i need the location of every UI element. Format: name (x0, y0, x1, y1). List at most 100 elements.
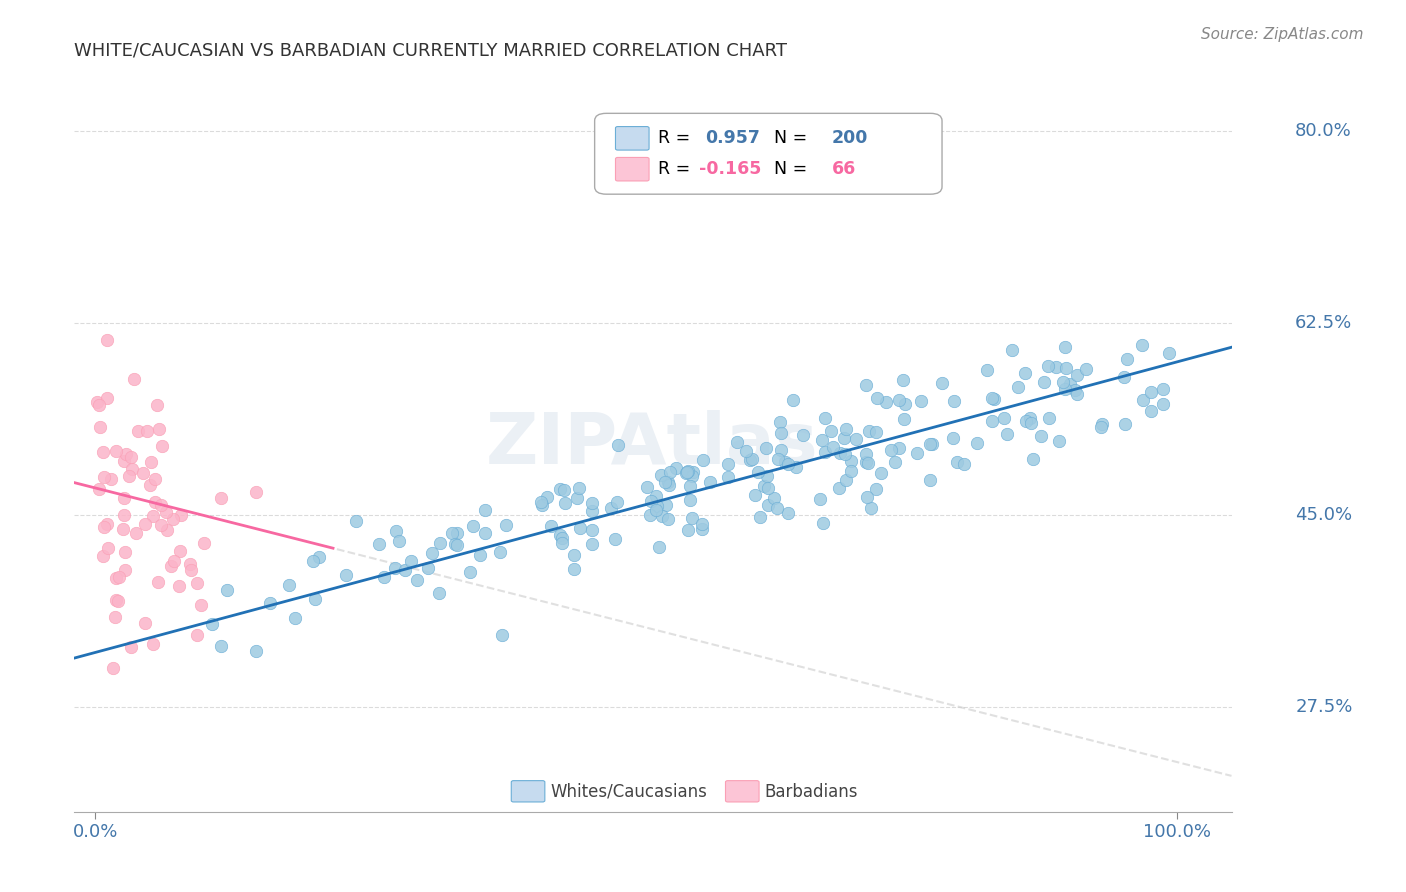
Point (1059, 376, 1081, 391)
Point (1031, 429, 1053, 443)
Point (1045, 359, 1067, 374)
Point (458, 565, 481, 579)
Point (1116, 351, 1139, 366)
Point (1091, 417, 1114, 432)
Point (97, 541, 120, 555)
Point (995, 427, 1018, 442)
Point (1114, 417, 1136, 431)
Point (883, 455, 905, 469)
Point (811, 516, 834, 531)
Point (1047, 434, 1070, 449)
Point (1022, 452, 1045, 467)
Point (657, 475, 679, 489)
Point (1000, 343, 1022, 358)
Point (855, 490, 877, 504)
Point (179, 558, 201, 572)
Point (488, 545, 510, 559)
Point (540, 518, 562, 533)
Point (681, 511, 703, 525)
Point (163, 554, 186, 568)
Point (344, 514, 367, 528)
Point (678, 493, 700, 508)
Point (1038, 410, 1060, 425)
Point (747, 465, 769, 479)
Point (441, 526, 464, 541)
Point (470, 548, 492, 562)
Point (650, 468, 672, 483)
Point (551, 531, 574, 545)
Point (865, 483, 887, 497)
Point (952, 458, 974, 472)
Point (887, 392, 910, 407)
Point (418, 561, 440, 575)
Point (148, 422, 170, 436)
Text: 66: 66 (832, 161, 856, 178)
Point (406, 574, 429, 588)
Point (910, 393, 932, 408)
Point (980, 391, 1002, 405)
Point (976, 363, 998, 377)
Point (920, 473, 942, 487)
Point (551, 535, 574, 549)
Point (682, 466, 704, 480)
Point (1019, 417, 1042, 431)
Point (373, 569, 395, 583)
Point (308, 549, 330, 564)
Point (756, 481, 779, 495)
Point (567, 481, 589, 495)
Point (169, 544, 191, 558)
Point (89, 482, 111, 496)
Point (893, 412, 915, 426)
Point (581, 536, 603, 550)
Point (120, 450, 142, 464)
Point (645, 503, 668, 517)
Point (946, 454, 969, 468)
Text: Barbadians: Barbadians (765, 782, 858, 801)
Point (564, 561, 586, 575)
Point (1066, 387, 1088, 401)
Point (96, 392, 118, 406)
Point (114, 545, 136, 559)
Point (112, 453, 135, 467)
Point (531, 498, 554, 512)
Point (755, 441, 778, 455)
Point (142, 509, 165, 524)
Point (1090, 420, 1112, 434)
Point (792, 428, 814, 442)
Point (96, 333, 118, 347)
Point (284, 611, 307, 625)
Point (105, 571, 128, 585)
Point (907, 446, 929, 460)
Point (891, 373, 914, 387)
Point (810, 433, 832, 447)
Point (676, 464, 699, 478)
Point (1014, 366, 1036, 380)
Point (461, 518, 484, 533)
Point (89, 420, 111, 434)
Point (943, 394, 966, 409)
Point (645, 489, 668, 503)
Point (966, 436, 988, 450)
Point (600, 500, 623, 515)
Text: 80.0%: 80.0% (1295, 122, 1353, 140)
Point (155, 505, 177, 519)
Point (808, 491, 831, 506)
Point (845, 432, 868, 446)
Point (491, 628, 513, 642)
Point (139, 478, 162, 492)
Point (120, 640, 142, 654)
Point (717, 458, 740, 472)
Point (139, 455, 162, 469)
Point (1054, 382, 1077, 396)
Text: R =: R = (658, 129, 702, 147)
Point (121, 462, 143, 476)
Point (1054, 340, 1077, 354)
Point (1140, 385, 1163, 400)
Text: N =: N = (775, 161, 813, 178)
Point (942, 431, 965, 445)
Point (1132, 393, 1154, 408)
Point (394, 563, 416, 577)
Text: Whites/Caucasians: Whites/Caucasians (551, 782, 707, 801)
Point (640, 493, 662, 508)
Point (112, 522, 135, 536)
